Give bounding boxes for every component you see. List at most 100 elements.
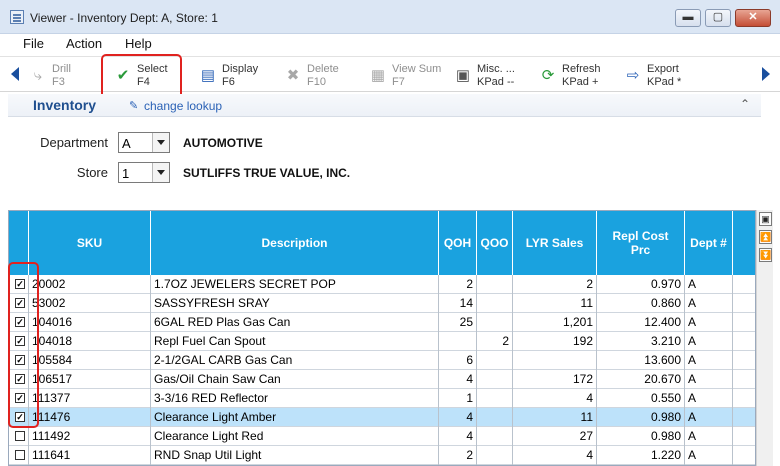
table-row[interactable]: ✓ 105584 2-1/2GAL CARB Gas Can 6 13.600 A <box>9 351 755 370</box>
page-down-icon[interactable]: ⏬ <box>759 248 772 262</box>
vertical-scrollbar[interactable]: ▣ ⏫ ⏬ <box>756 210 773 466</box>
row-checkbox-cell[interactable] <box>9 427 29 446</box>
column-header-dept[interactable]: Dept # <box>685 211 733 275</box>
select-button[interactable]: ✔ Select F4 <box>115 60 177 90</box>
row-checkbox-cell[interactable]: ✓ <box>9 408 29 427</box>
scroll-left-arrow-icon[interactable] <box>11 67 19 81</box>
row-checkbox-cell[interactable]: ✓ <box>9 294 29 313</box>
minimize-button[interactable]: ▬ <box>675 9 701 27</box>
checkbox-checked-icon[interactable]: ✓ <box>15 317 25 327</box>
table-row[interactable]: ✓ 104016 6GAL RED Plas Gas Can 25 1,201 12.40… <box>9 313 755 332</box>
table-row[interactable]: ✓ 53002 SASSYFRESH SRAY 14 11 0.860 A <box>9 294 755 313</box>
cell-spacer <box>733 427 755 446</box>
column-header-description[interactable]: Description <box>151 211 439 275</box>
column-header-sku[interactable]: SKU <box>29 211 151 275</box>
delete-icon: ✖ <box>286 67 300 84</box>
cell-qoh: 14 <box>439 294 477 313</box>
checkbox-checked-icon[interactable]: ✓ <box>15 412 25 422</box>
cell-lyr-sales: 11 <box>513 294 597 313</box>
collapse-icon[interactable]: ⌃ <box>740 97 751 111</box>
cell-repl-cost: 0.550 <box>597 389 685 408</box>
store-select[interactable]: 1 <box>118 162 170 183</box>
department-value: A <box>122 136 131 151</box>
select-label: Select <box>137 63 168 75</box>
row-checkbox-cell[interactable]: ✓ <box>9 370 29 389</box>
delete-key: F10 <box>307 76 326 88</box>
checkbox-checked-icon[interactable]: ✓ <box>15 279 25 289</box>
cell-description: 6GAL RED Plas Gas Can <box>151 313 439 332</box>
cell-spacer <box>733 446 755 465</box>
display-label: Display <box>222 63 259 75</box>
view-sum-button[interactable]: ▦ View Sum F7 <box>370 60 442 90</box>
cell-qoo <box>477 427 513 446</box>
checkbox-checked-icon[interactable]: ✓ <box>15 298 25 308</box>
checkbox-checked-icon[interactable]: ✓ <box>15 374 25 384</box>
checkbox-unchecked-icon[interactable] <box>15 450 25 460</box>
row-checkbox-cell[interactable]: ✓ <box>9 351 29 370</box>
column-header-qoo[interactable]: QOO <box>477 211 513 275</box>
refresh-button[interactable]: ⟳ Refresh KPad + <box>540 60 606 90</box>
cell-sku: 111476 <box>29 408 151 427</box>
checkbox-checked-icon[interactable]: ✓ <box>15 336 25 346</box>
table-row[interactable]: ✓ 106517 Gas/Oil Chain Saw Can 4 172 20.670 A <box>9 370 755 389</box>
department-select[interactable]: A <box>118 132 170 153</box>
column-header-lyr-sales[interactable]: LYR Sales <box>513 211 597 275</box>
cell-qoh: 2 <box>439 446 477 465</box>
inventory-section-header: Inventory ✎ change lookup ⌃ <box>8 94 761 117</box>
table-row[interactable]: ✓ 111476 Clearance Light Amber 4 11 0.980 A <box>9 408 755 427</box>
row-checkbox-cell[interactable]: ✓ <box>9 332 29 351</box>
row-checkbox-cell[interactable] <box>9 446 29 465</box>
column-header-check[interactable] <box>9 211 29 275</box>
misc-button[interactable]: ▣ Misc. ... KPad -- <box>455 60 521 90</box>
table-row[interactable]: ✓ 20002 1.7OZ JEWELERS SECRET POP 2 2 0.970 A <box>9 275 755 294</box>
chevron-down-icon[interactable] <box>152 133 169 152</box>
cell-sku: 111641 <box>29 446 151 465</box>
checkbox-unchecked-icon[interactable] <box>15 431 25 441</box>
table-row[interactable]: ✓ 111377 3-3/16 RED Reflector 1 4 0.550 A <box>9 389 755 408</box>
close-button[interactable]: ✕ <box>735 9 771 27</box>
scroll-right-arrow-icon[interactable] <box>762 67 770 81</box>
checkbox-checked-icon[interactable]: ✓ <box>15 355 25 365</box>
export-button[interactable]: ⇨ Export KPad * <box>625 60 691 90</box>
row-checkbox-cell[interactable]: ✓ <box>9 389 29 408</box>
display-button[interactable]: ▤ Display F6 <box>200 60 266 90</box>
column-header-qoh[interactable]: QOH <box>439 211 477 275</box>
drill-button[interactable]: ⤷ Drill F3 <box>30 60 92 90</box>
chevron-down-icon[interactable] <box>152 163 169 182</box>
cell-dept: A <box>685 427 733 446</box>
cell-lyr-sales: 192 <box>513 332 597 351</box>
scroll-top-icon[interactable]: ▣ <box>759 212 772 226</box>
cell-repl-cost: 13.600 <box>597 351 685 370</box>
row-checkbox-cell[interactable]: ✓ <box>9 275 29 294</box>
cell-dept: A <box>685 446 733 465</box>
cell-qoh: 6 <box>439 351 477 370</box>
column-header-repl-cost[interactable]: Repl Cost Prc <box>597 211 685 275</box>
cell-repl-cost: 12.400 <box>597 313 685 332</box>
change-lookup-link[interactable]: change lookup <box>144 99 223 113</box>
maximize-button[interactable]: ▢ <box>705 9 731 27</box>
misc-key: KPad -- <box>477 76 515 88</box>
row-checkbox-cell[interactable]: ✓ <box>9 313 29 332</box>
window-title: Viewer - Inventory Dept: A, Store: 1 <box>30 11 218 25</box>
page-up-icon[interactable]: ⏫ <box>759 230 772 244</box>
menu-action[interactable]: Action <box>66 36 103 51</box>
menu-help[interactable]: Help <box>125 36 152 51</box>
cell-repl-cost: 0.860 <box>597 294 685 313</box>
menu-file[interactable]: File <box>23 36 44 51</box>
cell-qoo <box>477 313 513 332</box>
delete-button[interactable]: ✖ Delete F10 <box>285 60 351 90</box>
table-row[interactable]: ✓ 104018 Repl Fuel Can Spout 2 192 3.210 A <box>9 332 755 351</box>
cell-qoh: 4 <box>439 408 477 427</box>
refresh-icon: ⟳ <box>541 67 555 84</box>
table-row[interactable]: 111641 RND Snap Util Light 2 4 1.220 A <box>9 446 755 465</box>
cell-description: Repl Fuel Can Spout <box>151 332 439 351</box>
checkbox-checked-icon[interactable]: ✓ <box>15 393 25 403</box>
store-value: 1 <box>122 166 130 181</box>
cell-description: Clearance Light Red <box>151 427 439 446</box>
table-row[interactable]: 111492 Clearance Light Red 4 27 0.980 A <box>9 427 755 446</box>
cell-dept: A <box>685 313 733 332</box>
cell-sku: 20002 <box>29 275 151 294</box>
section-title: Inventory <box>33 97 97 113</box>
export-key: KPad * <box>647 76 682 88</box>
cell-lyr-sales <box>513 351 597 370</box>
